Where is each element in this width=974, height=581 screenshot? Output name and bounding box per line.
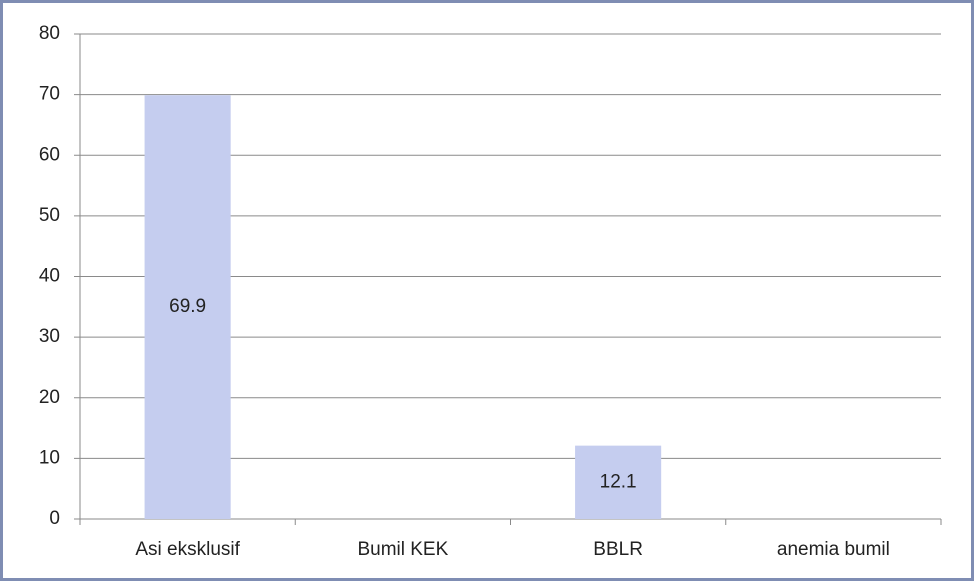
y-tick-label: 60 — [39, 144, 60, 165]
x-tick-label: Asi eksklusif — [135, 539, 240, 560]
x-tick-label: anemia bumil — [777, 539, 890, 560]
y-tick-label: 0 — [49, 508, 60, 529]
bar — [144, 95, 231, 519]
y-tick-label: 20 — [39, 387, 60, 408]
y-tick-label: 30 — [39, 326, 60, 347]
bar — [575, 445, 662, 519]
data-label: 69.9 — [169, 296, 206, 317]
y-tick-label: 40 — [39, 266, 60, 287]
y-tick-label: 10 — [39, 447, 60, 468]
x-tick-label: BBLR — [593, 539, 643, 560]
y-tick-label: 80 — [39, 23, 60, 44]
data-label: 12.1 — [600, 471, 637, 492]
y-tick-label: 70 — [39, 84, 60, 105]
y-tick-label: 50 — [39, 205, 60, 226]
x-tick-label: Bumil KEK — [357, 539, 448, 560]
